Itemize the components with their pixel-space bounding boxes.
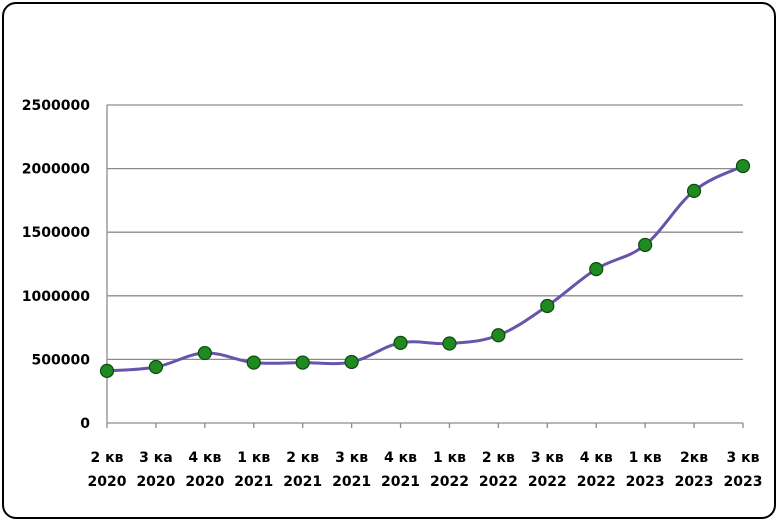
x-tick-label-year: 2022 bbox=[479, 474, 518, 490]
x-tick-label-quarter: 1 кв bbox=[433, 450, 466, 466]
y-tick-label: 1500000 bbox=[22, 225, 90, 241]
x-tick-label-quarter: 3 кв bbox=[335, 450, 368, 466]
x-tick-label-year: 2023 bbox=[724, 474, 763, 490]
x-tick-label-year: 2022 bbox=[577, 474, 616, 490]
x-tick-label-year: 2021 bbox=[234, 474, 273, 490]
data-point bbox=[638, 237, 653, 253]
data-point bbox=[540, 298, 555, 314]
x-tick-label-quarter: 4 кв bbox=[580, 450, 613, 466]
y-tick-label: 0 bbox=[80, 416, 90, 432]
data-point bbox=[295, 355, 310, 370]
x-tick-label-quarter: 2кв bbox=[680, 450, 708, 466]
data-point bbox=[344, 354, 359, 370]
y-tick-label: 2500000 bbox=[22, 98, 90, 114]
x-tick-label-quarter: 2 кв bbox=[286, 450, 319, 466]
data-point bbox=[491, 328, 506, 343]
x-tick-label-year: 2020 bbox=[136, 474, 175, 490]
data-point bbox=[735, 158, 751, 174]
x-tick-label-year: 2021 bbox=[381, 474, 420, 490]
data-point bbox=[99, 363, 115, 378]
data-point bbox=[246, 355, 261, 370]
y-tick-label: 2000000 bbox=[22, 162, 90, 178]
x-tick-label-quarter: 3 кв bbox=[531, 450, 564, 466]
y-tick-label: 1000000 bbox=[22, 289, 90, 305]
x-axis-tick-labels: 2 кв 2020 3 ка 2020 4 кв 2020 1 кв 2021 2 кв 2021… bbox=[88, 450, 763, 490]
x-tick-label-quarter: 3 кв bbox=[727, 450, 760, 466]
x-tick-label-quarter: 2 кв bbox=[91, 450, 124, 466]
data-point bbox=[148, 359, 164, 375]
x-tick-label-year: 2020 bbox=[88, 474, 127, 490]
x-tick-label-year: 2021 bbox=[283, 474, 322, 490]
x-tick-label-quarter: 1 кв bbox=[629, 450, 662, 466]
x-tick-label-quarter: 1 кв bbox=[237, 450, 270, 466]
x-tick-label-year: 2020 bbox=[185, 474, 224, 490]
data-points bbox=[99, 158, 751, 378]
x-tick-label-year: 2022 bbox=[528, 474, 567, 490]
data-point bbox=[442, 336, 457, 351]
data-point bbox=[589, 261, 604, 277]
x-tick-label-year: 2023 bbox=[626, 474, 665, 490]
x-tick-label-year: 2021 bbox=[332, 474, 371, 490]
y-axis-tick-labels: 0 500000 1000000 1500000 2000000 2500000 bbox=[22, 98, 90, 432]
data-point bbox=[686, 183, 702, 198]
x-tick-label-year: 2022 bbox=[430, 474, 469, 490]
grid bbox=[106, 104, 744, 428]
data-point bbox=[393, 335, 408, 350]
x-tick-label-quarter: 4 кв bbox=[384, 450, 417, 466]
series-line bbox=[106, 164, 744, 373]
y-tick-label: 500000 bbox=[32, 352, 91, 368]
x-tick-label-quarter: 4 кв bbox=[188, 450, 221, 466]
data-point bbox=[197, 345, 212, 361]
x-tick-label-quarter: 2 кв bbox=[482, 450, 515, 466]
x-tick-label-year: 2023 bbox=[675, 474, 714, 490]
x-tick-label-quarter: 3 ка bbox=[139, 450, 173, 466]
